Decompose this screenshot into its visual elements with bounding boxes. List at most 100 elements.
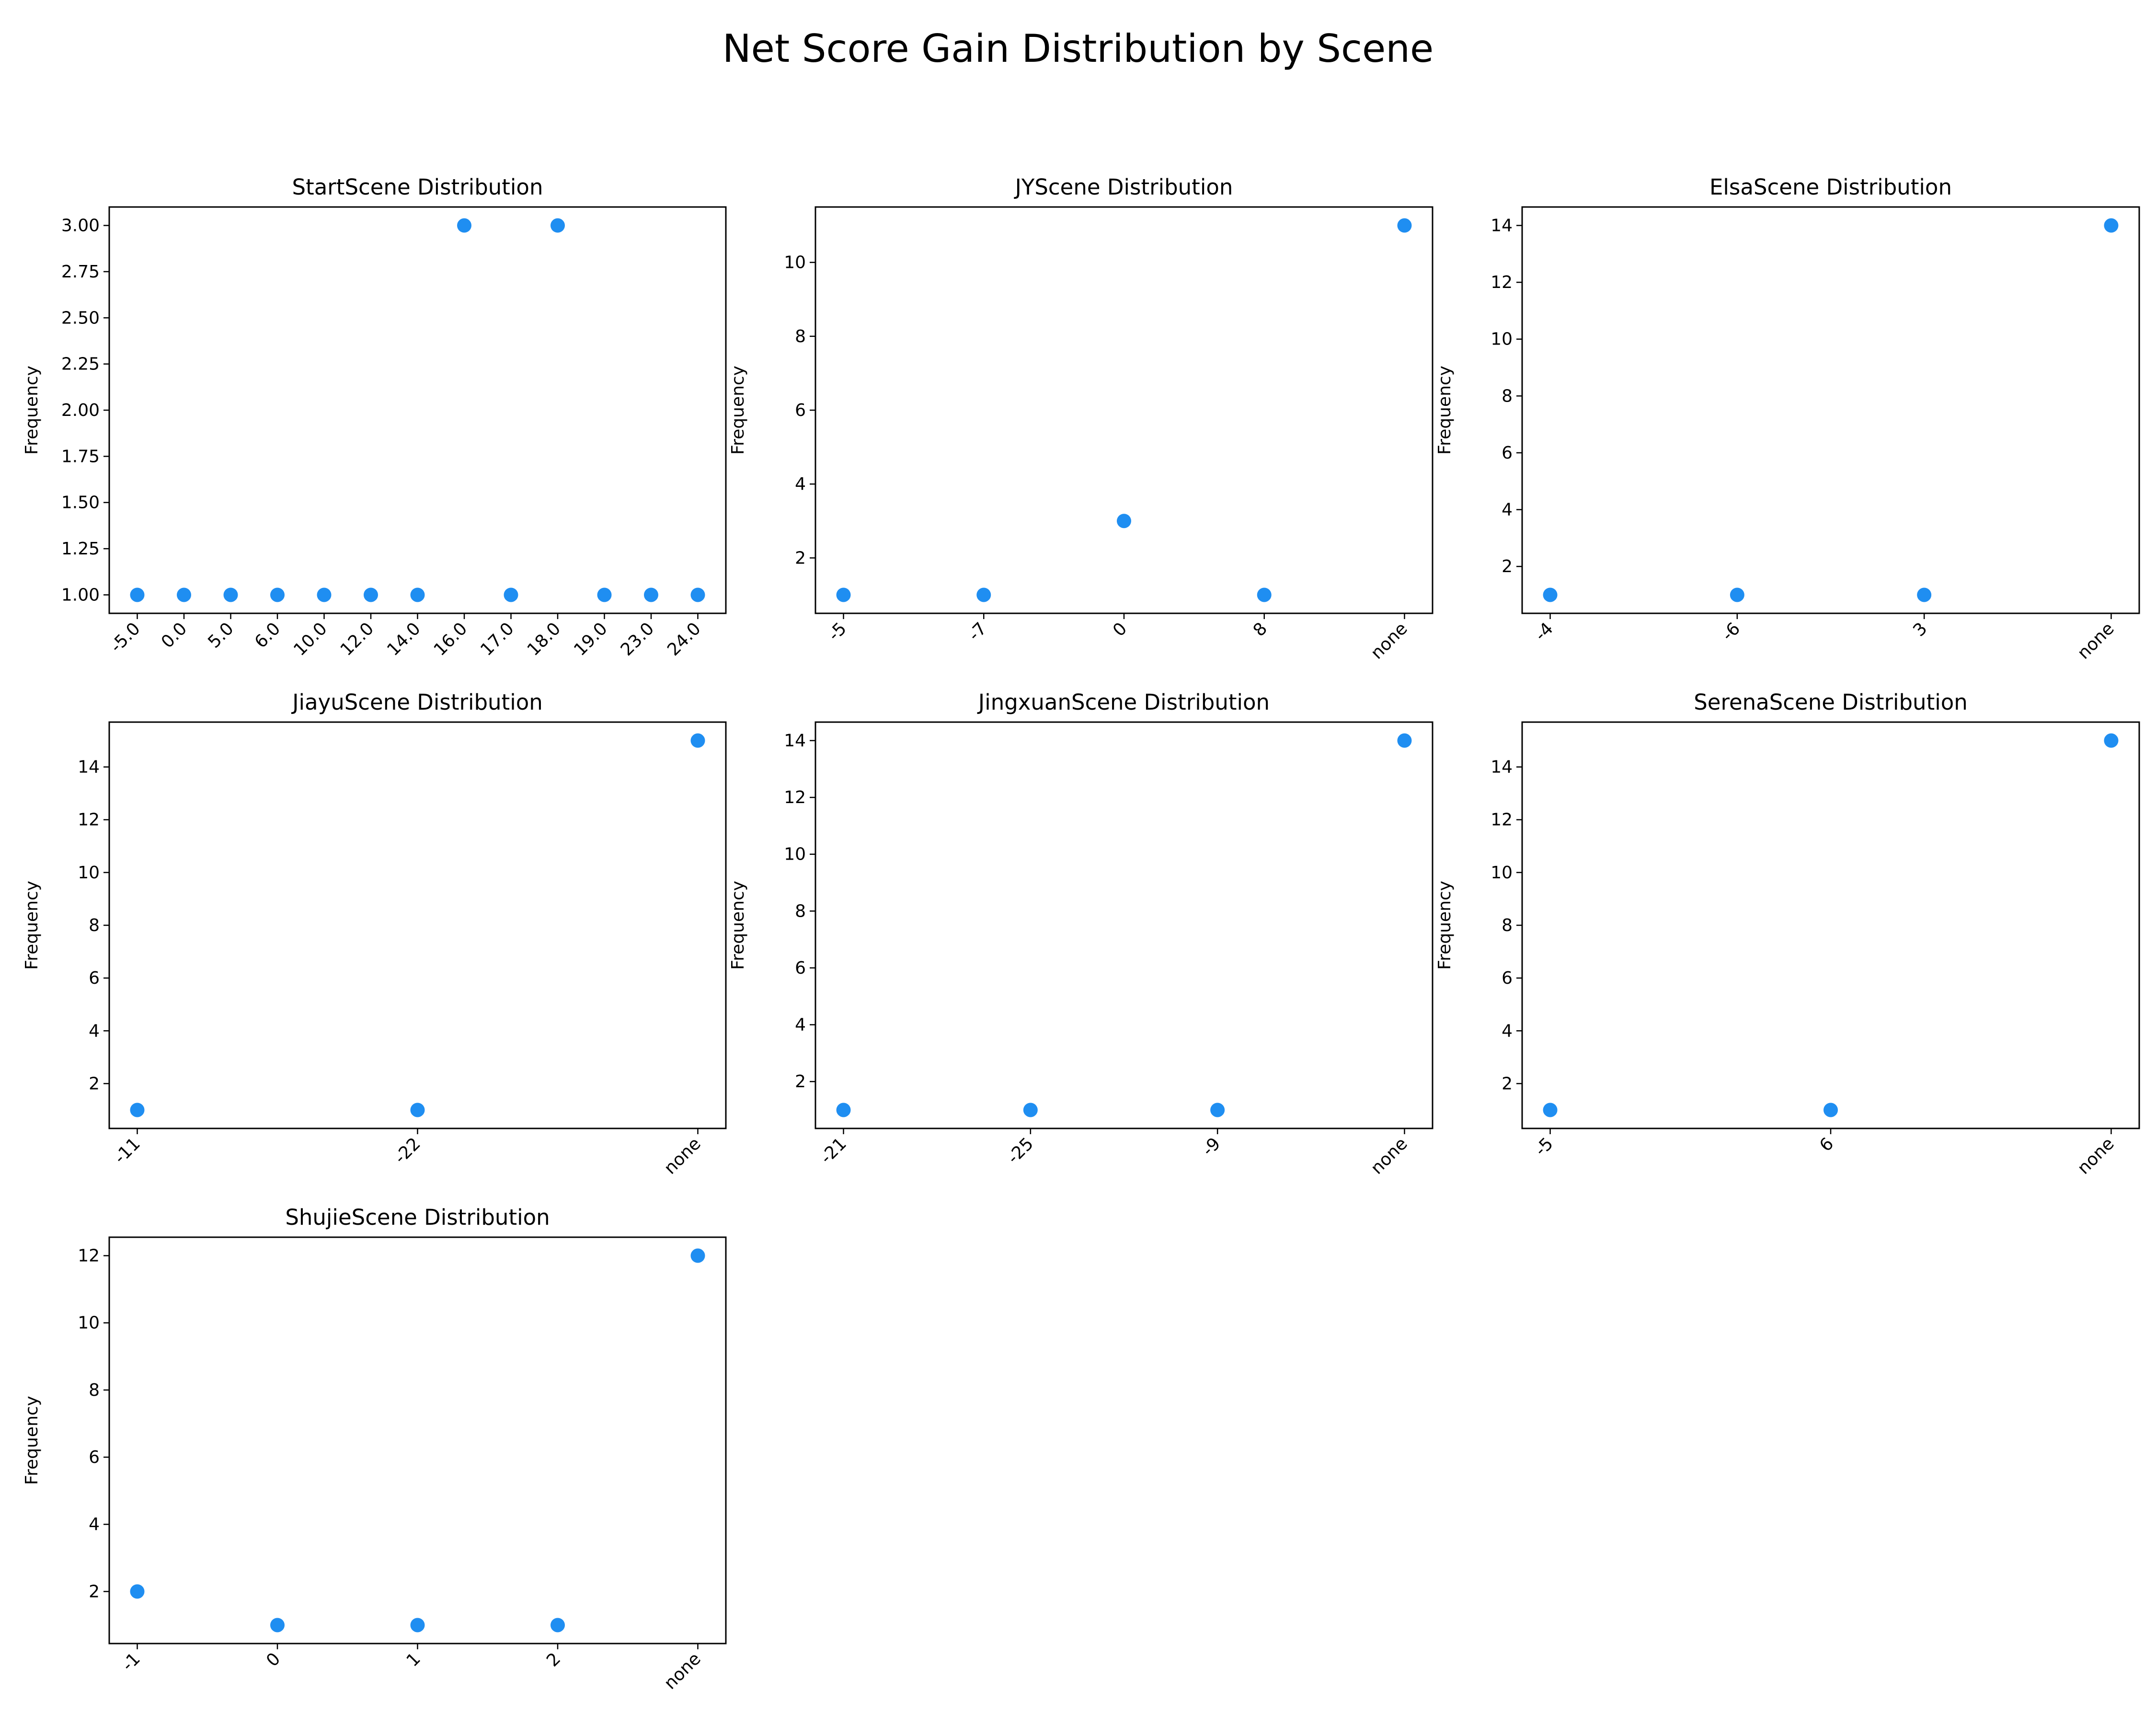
subplot-7: ShujieScene DistributionFrequency2468101… [22,1205,727,1693]
data-point [364,587,378,602]
y-tick-label: 6 [89,1448,100,1467]
x-tick-label: -21 [816,1134,850,1168]
data-point [550,1618,565,1633]
x-tick-label: 1 [403,1649,424,1670]
x-tick-label: none [2074,1134,2118,1178]
y-tick-label: 12 [78,810,100,830]
y-tick-label: 2.25 [61,355,100,374]
y-tick-label: 14 [1491,758,1513,777]
y-tick-label: 4 [1502,500,1513,520]
data-point [270,587,285,602]
data-point [1730,587,1744,602]
x-tick-label: -7 [964,619,990,644]
subplot-4: JiayuScene Distribution Frequency 2 4 6 8 10 12… [22,690,727,1178]
x-tick-label: none [2074,619,2118,663]
data-point [836,1103,851,1117]
data-point [690,733,705,748]
y-tick-label: 8 [89,916,100,935]
data-point [1257,587,1272,602]
x-tick-label: 23.0 [617,619,658,660]
y-tick-label: 2 [1502,1074,1513,1093]
y-tick-label: 1.75 [61,447,100,466]
x-tick-label: 0.0 [158,619,191,652]
x-tick-label: 0 [263,1649,284,1670]
subplot-title: ElsaScene Distribution [1709,174,1952,200]
y-tick-label: 4 [89,1021,100,1041]
y-axis-label: Frequency [1435,881,1455,970]
figure-title: Net Score Gain Distribution by Scene [722,26,1434,71]
y-axis-label: Frequency [22,366,42,455]
data-point [410,587,425,602]
subplot-title: StartScene Distribution [292,174,543,200]
x-tick-label: 2 [543,1649,564,1670]
data-point [457,218,471,233]
y-tick-label: 12 [1491,273,1513,292]
x-tick-label: -5.0 [106,619,144,656]
data-point [410,1103,425,1117]
plot-frame [814,206,1434,614]
y-tick-label: 6 [795,401,806,420]
x-tick-label: 8 [1250,619,1271,640]
y-tick-label: 6 [89,968,100,988]
data-point [690,1248,705,1263]
x-tick-label: 16.0 [430,619,471,660]
y-tick-label: 4 [795,1015,806,1035]
data-point [317,587,332,602]
y-tick-label: 14 [1491,216,1513,236]
subplot-title: JiayuScene Distribution [291,690,543,715]
y-tick-label: 4 [1502,1021,1513,1041]
x-tick-label: -6 [1718,619,1744,644]
y-tick-label: 3.00 [61,216,100,236]
subplot-title: ShujieScene Distribution [285,1205,550,1230]
data-point [130,1103,145,1117]
x-tick-label: -11 [110,1134,144,1168]
data-point [2104,733,2119,748]
data-point [1117,514,1131,529]
x-tick-label: 18.0 [524,619,565,660]
y-axis-label: Frequency [22,1396,42,1485]
data-point [1397,733,1412,748]
x-tick-label: 6.0 [251,619,284,652]
y-tick-label: 14 [784,731,806,751]
plot-frame [814,721,1434,1129]
y-tick-label: 2 [795,548,806,568]
y-tick-label: 14 [78,758,100,777]
x-tick-label: 19.0 [570,619,611,660]
x-tick-label: 14.0 [383,619,424,660]
data-point [270,1618,285,1633]
data-point [597,587,612,602]
data-point [130,1584,145,1599]
x-tick-label: -25 [1004,1134,1038,1168]
data-point [1543,1103,1558,1117]
subplot-1: StartScene Distribution Frequency 1.00 1.25… [22,174,727,660]
x-tick-label: -4 [1531,619,1557,644]
y-tick-label: 2.50 [61,308,100,328]
x-tick-label: 17.0 [477,619,518,660]
subplot-title: JYScene Distribution [1014,174,1233,200]
subplot-5: JingxuanScene Distribution Frequency 2 4 6 8 1… [728,690,1434,1178]
y-axis-label: Frequency [728,881,748,970]
data-point [690,587,705,602]
x-tick-label: 10.0 [290,619,331,660]
y-tick-label: 10 [78,1313,100,1333]
x-tick-label: -5 [825,619,850,644]
y-tick-label: 10 [1491,863,1513,883]
x-tick-label: 24.0 [664,619,705,660]
x-tick-label: none [660,1649,704,1693]
y-tick-label: 1.50 [61,493,100,513]
y-tick-label: 8 [1502,916,1513,935]
y-tick-label: 2 [89,1582,100,1601]
data-point [410,1618,425,1633]
x-tick-label: 12.0 [337,619,378,660]
y-axis-label: Frequency [22,881,42,970]
x-tick-label: none [660,1134,704,1178]
subplot-title: SerenaScene Distribution [1694,690,1968,715]
x-tick-label: 3 [1909,619,1931,640]
data-point [504,587,518,602]
y-tick-label: 2 [795,1072,806,1092]
data-point [550,218,565,233]
y-tick-label: 8 [89,1380,100,1400]
y-axis-label: Frequency [728,366,748,455]
data-point [130,587,145,602]
